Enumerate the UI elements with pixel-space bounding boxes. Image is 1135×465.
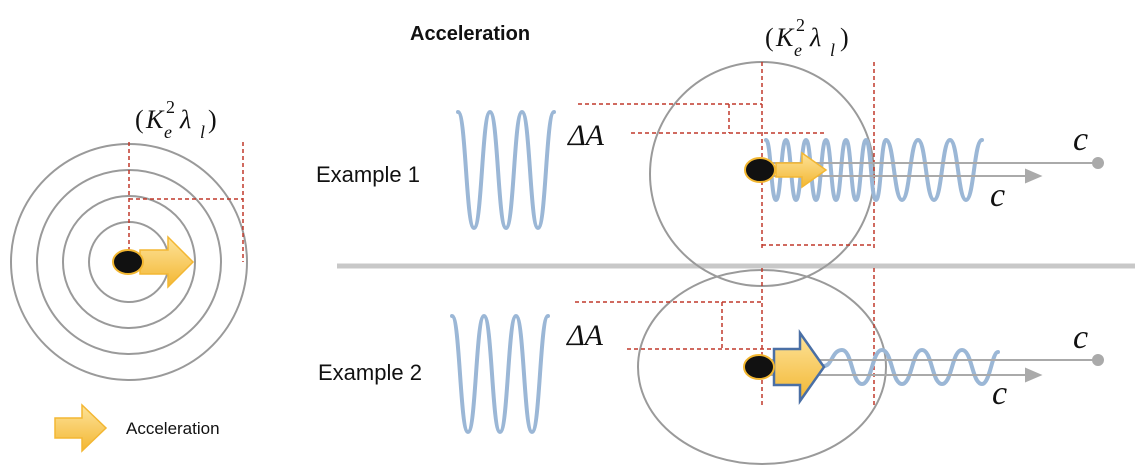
left-formula: ( K 2 e λ l ) xyxy=(135,97,217,142)
svg-text:e: e xyxy=(794,40,802,60)
example-1-outgoing-wave xyxy=(884,137,984,203)
legend-label: Acceleration xyxy=(126,419,220,438)
svg-text:2: 2 xyxy=(166,97,175,117)
example-1-label: Example 1 xyxy=(316,162,420,187)
svg-text:e: e xyxy=(164,122,172,142)
svg-text:(: ( xyxy=(765,23,774,52)
example-2-c-upper: c xyxy=(1073,319,1088,356)
svg-text:λ: λ xyxy=(179,105,191,134)
example-1-particle xyxy=(744,157,776,183)
svg-text:2: 2 xyxy=(796,15,805,35)
example-1-acceleration-arrow-icon xyxy=(775,151,828,189)
svg-text:(: ( xyxy=(135,105,144,134)
left-dashed-guides xyxy=(128,142,244,262)
title: Acceleration xyxy=(410,23,530,45)
example-2-acceleration-arrow-icon xyxy=(772,329,826,405)
svg-text:K: K xyxy=(775,23,795,52)
left-particle xyxy=(112,249,144,275)
svg-text:l: l xyxy=(200,122,205,142)
example-1-c-lower: c xyxy=(990,177,1005,214)
svg-text:K: K xyxy=(145,105,165,134)
example-2-c-lower: c xyxy=(992,375,1007,412)
legend-acceleration-arrow-icon xyxy=(54,403,108,453)
svg-text:λ: λ xyxy=(809,23,821,52)
example-2-outgoing-wave xyxy=(822,347,1000,387)
example-2-incoming-wave xyxy=(450,313,550,435)
example-1-c-upper: c xyxy=(1073,121,1088,158)
svg-text:): ) xyxy=(208,105,217,134)
example-1-compressed-wave xyxy=(764,137,888,203)
svg-text:l: l xyxy=(830,40,835,60)
example-1-incoming-wave xyxy=(456,109,556,231)
example-2-delta-a: ΔA xyxy=(566,319,604,352)
top-formula: ( K 2 e λ l ) xyxy=(765,15,849,60)
example-2-dashed-guides xyxy=(575,268,875,405)
example-1-dashed-guides xyxy=(578,62,875,250)
example-1-delta-a: ΔA xyxy=(567,119,605,152)
example-2-particle xyxy=(743,354,775,380)
left-acceleration-arrow-icon xyxy=(139,235,195,289)
svg-text:): ) xyxy=(840,23,849,52)
example-2-label: Example 2 xyxy=(318,360,422,385)
